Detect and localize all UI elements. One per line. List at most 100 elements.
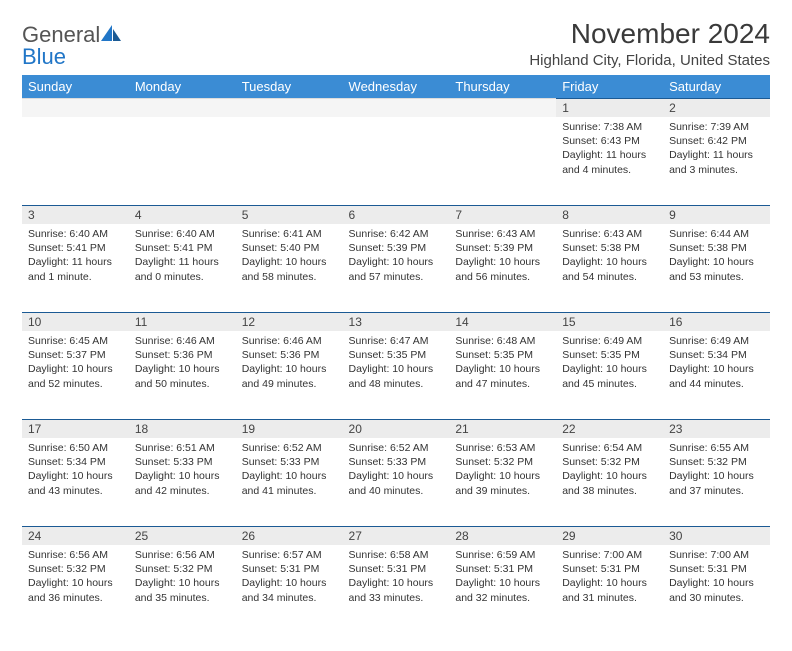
sunset-line: Sunset: 5:32 PM <box>135 562 230 576</box>
logo-word2: Blue <box>22 44 66 69</box>
day-cell: Sunrise: 6:55 AMSunset: 5:32 PMDaylight:… <box>663 438 770 526</box>
sunrise-line: Sunrise: 6:48 AM <box>455 334 550 348</box>
sunrise-line: Sunrise: 6:59 AM <box>455 548 550 562</box>
sunset-line: Sunset: 5:32 PM <box>669 455 764 469</box>
sunrise-line: Sunrise: 6:44 AM <box>669 227 764 241</box>
sunset-line: Sunset: 5:39 PM <box>349 241 444 255</box>
sunrise-line: Sunrise: 6:52 AM <box>349 441 444 455</box>
daylight-line: Daylight: 10 hours and 50 minutes. <box>135 362 230 390</box>
day-number: 16 <box>663 312 770 331</box>
daylight-line: Daylight: 10 hours and 30 minutes. <box>669 576 764 604</box>
day-cell: Sunrise: 6:52 AMSunset: 5:33 PMDaylight:… <box>236 438 343 526</box>
day-number: 11 <box>129 312 236 331</box>
sunrise-line: Sunrise: 6:53 AM <box>455 441 550 455</box>
day-cell: Sunrise: 6:59 AMSunset: 5:31 PMDaylight:… <box>449 545 556 633</box>
day-number: 21 <box>449 419 556 438</box>
daylight-line: Daylight: 10 hours and 41 minutes. <box>242 469 337 497</box>
day-number: 22 <box>556 419 663 438</box>
day-number: 1 <box>556 98 663 117</box>
daylight-line: Daylight: 10 hours and 58 minutes. <box>242 255 337 283</box>
sunset-line: Sunset: 5:34 PM <box>28 455 123 469</box>
sunrise-line: Sunrise: 6:46 AM <box>135 334 230 348</box>
sunset-line: Sunset: 5:35 PM <box>349 348 444 362</box>
day-cell: Sunrise: 6:44 AMSunset: 5:38 PMDaylight:… <box>663 224 770 312</box>
day-content: Sunrise: 6:49 AMSunset: 5:35 PMDaylight:… <box>556 331 663 397</box>
sunset-line: Sunset: 5:35 PM <box>455 348 550 362</box>
day-cell: Sunrise: 6:40 AMSunset: 5:41 PMDaylight:… <box>129 224 236 312</box>
title-block: November 2024 Highland City, Florida, Un… <box>529 18 770 69</box>
sunset-line: Sunset: 5:31 PM <box>669 562 764 576</box>
day-header: Tuesday <box>236 75 343 98</box>
daylight-line: Daylight: 10 hours and 56 minutes. <box>455 255 550 283</box>
daylight-line: Daylight: 10 hours and 54 minutes. <box>562 255 657 283</box>
week-content-row: Sunrise: 6:56 AMSunset: 5:32 PMDaylight:… <box>22 545 770 633</box>
day-content: Sunrise: 6:48 AMSunset: 5:35 PMDaylight:… <box>449 331 556 397</box>
day-number-cell: 29 <box>556 526 663 545</box>
daylight-line: Daylight: 10 hours and 49 minutes. <box>242 362 337 390</box>
sunset-line: Sunset: 5:36 PM <box>135 348 230 362</box>
daylight-line: Daylight: 10 hours and 39 minutes. <box>455 469 550 497</box>
day-cell: Sunrise: 6:56 AMSunset: 5:32 PMDaylight:… <box>129 545 236 633</box>
sunset-line: Sunset: 5:41 PM <box>28 241 123 255</box>
day-cell: Sunrise: 6:52 AMSunset: 5:33 PMDaylight:… <box>343 438 450 526</box>
day-content: Sunrise: 6:40 AMSunset: 5:41 PMDaylight:… <box>22 224 129 290</box>
day-number-cell: 6 <box>343 205 450 224</box>
day-content: Sunrise: 6:52 AMSunset: 5:33 PMDaylight:… <box>343 438 450 504</box>
daylight-line: Daylight: 10 hours and 53 minutes. <box>669 255 764 283</box>
sunset-line: Sunset: 5:31 PM <box>242 562 337 576</box>
day-cell: Sunrise: 6:49 AMSunset: 5:34 PMDaylight:… <box>663 331 770 419</box>
week-number-row: 10111213141516 <box>22 312 770 331</box>
sunset-line: Sunset: 5:36 PM <box>242 348 337 362</box>
sunrise-line: Sunrise: 7:00 AM <box>669 548 764 562</box>
sunrise-line: Sunrise: 6:58 AM <box>349 548 444 562</box>
day-cell: Sunrise: 7:38 AMSunset: 6:43 PMDaylight:… <box>556 117 663 205</box>
day-number: 4 <box>129 205 236 224</box>
day-content: Sunrise: 6:54 AMSunset: 5:32 PMDaylight:… <box>556 438 663 504</box>
day-content: Sunrise: 6:56 AMSunset: 5:32 PMDaylight:… <box>22 545 129 611</box>
day-cell: Sunrise: 6:56 AMSunset: 5:32 PMDaylight:… <box>22 545 129 633</box>
sunset-line: Sunset: 5:33 PM <box>349 455 444 469</box>
day-number-cell: 16 <box>663 312 770 331</box>
day-content: Sunrise: 6:41 AMSunset: 5:40 PMDaylight:… <box>236 224 343 290</box>
daylight-line: Daylight: 11 hours and 4 minutes. <box>562 148 657 176</box>
day-number: 14 <box>449 312 556 331</box>
day-content: Sunrise: 6:55 AMSunset: 5:32 PMDaylight:… <box>663 438 770 504</box>
daylight-line: Daylight: 10 hours and 34 minutes. <box>242 576 337 604</box>
week-number-row: 24252627282930 <box>22 526 770 545</box>
day-number-cell: 26 <box>236 526 343 545</box>
day-number-cell: 11 <box>129 312 236 331</box>
day-content <box>236 117 343 126</box>
sunset-line: Sunset: 5:35 PM <box>562 348 657 362</box>
day-number: 5 <box>236 205 343 224</box>
day-number: 17 <box>22 419 129 438</box>
day-number-cell: 2 <box>663 98 770 117</box>
day-header: Wednesday <box>343 75 450 98</box>
day-number: 20 <box>343 419 450 438</box>
day-number-cell: 30 <box>663 526 770 545</box>
day-number-cell: 4 <box>129 205 236 224</box>
week-content-row: Sunrise: 6:40 AMSunset: 5:41 PMDaylight:… <box>22 224 770 312</box>
day-number: 28 <box>449 526 556 545</box>
day-number: 12 <box>236 312 343 331</box>
day-header: Monday <box>129 75 236 98</box>
day-cell <box>236 117 343 205</box>
logo: General Blue <box>22 18 122 68</box>
sunset-line: Sunset: 5:32 PM <box>28 562 123 576</box>
sunrise-line: Sunrise: 6:57 AM <box>242 548 337 562</box>
sunset-line: Sunset: 5:32 PM <box>455 455 550 469</box>
day-cell: Sunrise: 6:51 AMSunset: 5:33 PMDaylight:… <box>129 438 236 526</box>
day-number-cell: 7 <box>449 205 556 224</box>
day-number-cell: 8 <box>556 205 663 224</box>
day-cell: Sunrise: 6:46 AMSunset: 5:36 PMDaylight:… <box>129 331 236 419</box>
day-number: 27 <box>343 526 450 545</box>
day-cell: Sunrise: 6:43 AMSunset: 5:38 PMDaylight:… <box>556 224 663 312</box>
day-content: Sunrise: 6:43 AMSunset: 5:38 PMDaylight:… <box>556 224 663 290</box>
daylight-line: Daylight: 11 hours and 0 minutes. <box>135 255 230 283</box>
day-number-cell: 24 <box>22 526 129 545</box>
day-cell: Sunrise: 6:46 AMSunset: 5:36 PMDaylight:… <box>236 331 343 419</box>
day-content: Sunrise: 7:00 AMSunset: 5:31 PMDaylight:… <box>556 545 663 611</box>
day-number-cell: 15 <box>556 312 663 331</box>
day-number-cell: 1 <box>556 98 663 117</box>
daylight-line: Daylight: 10 hours and 43 minutes. <box>28 469 123 497</box>
day-content: Sunrise: 7:39 AMSunset: 6:42 PMDaylight:… <box>663 117 770 183</box>
